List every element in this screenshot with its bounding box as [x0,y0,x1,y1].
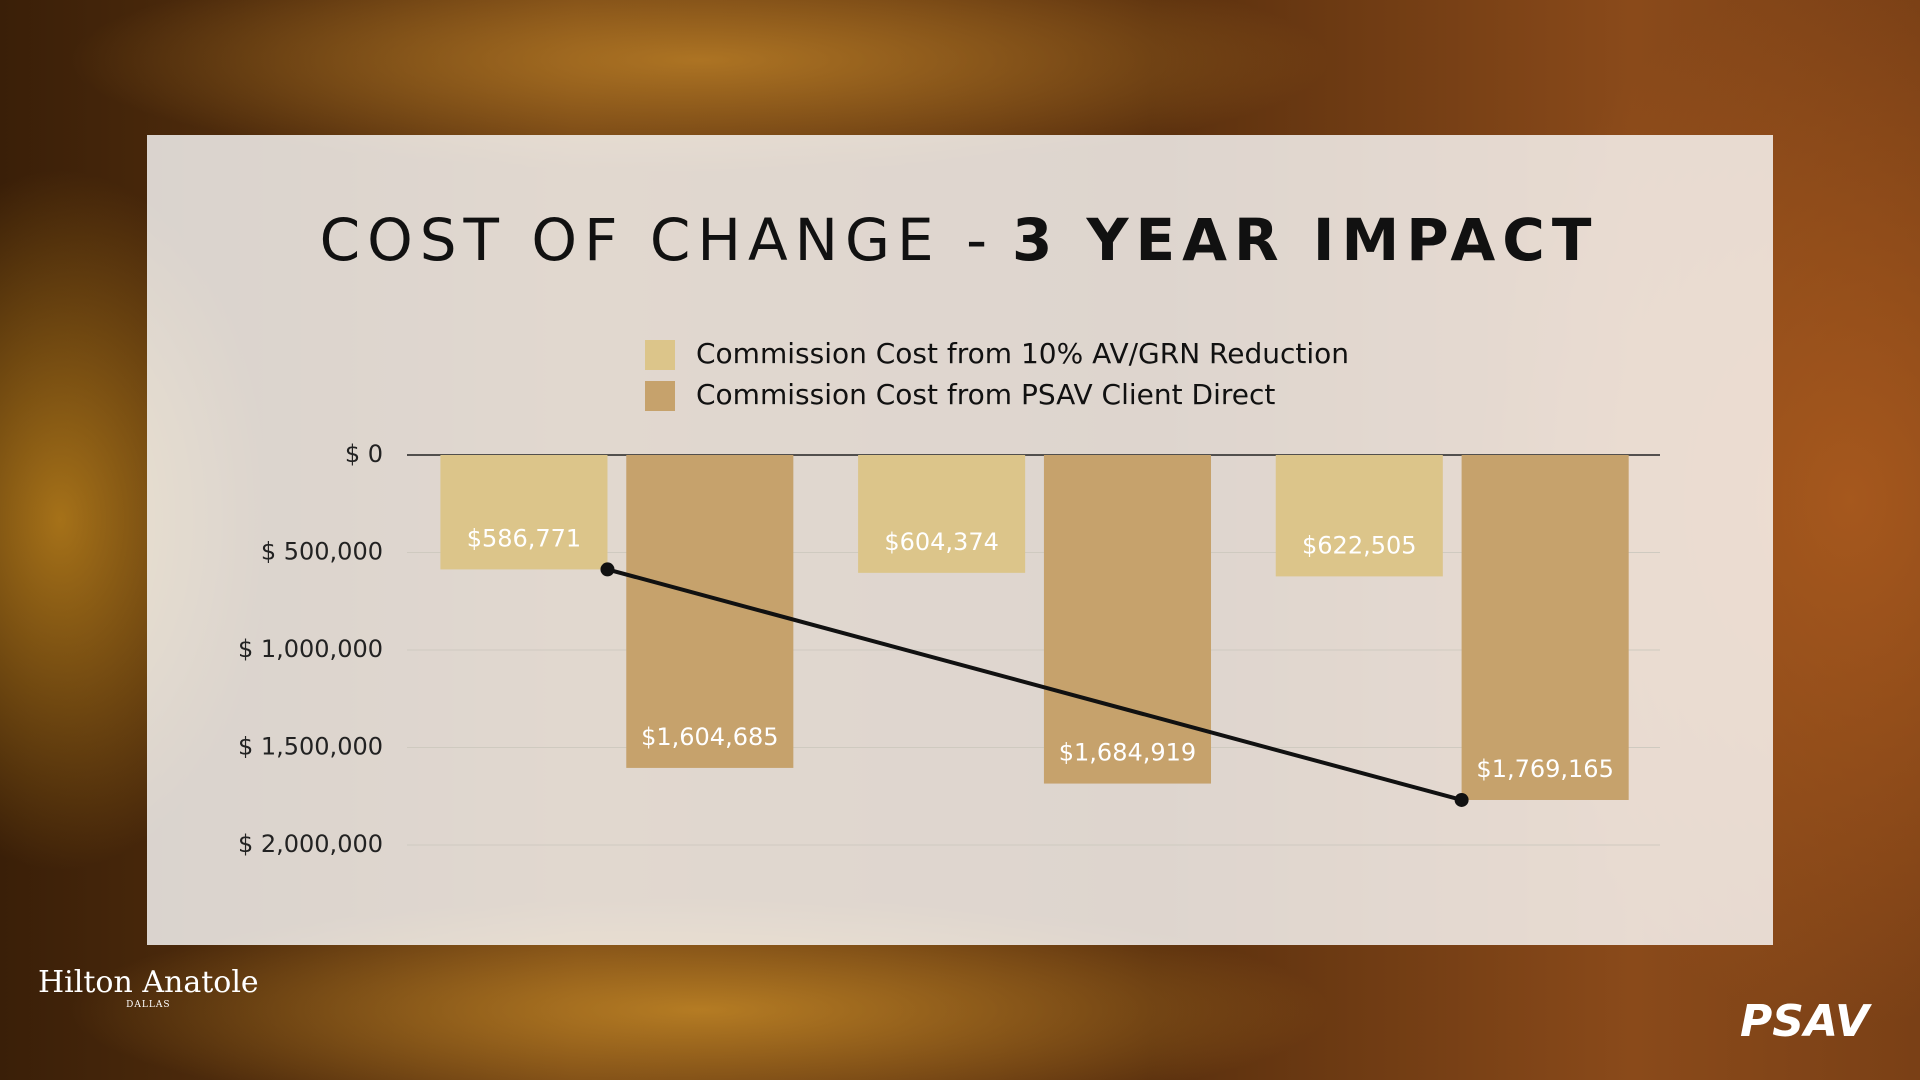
value-label: $604,374 [884,528,999,556]
legend-label: Commission Cost from 10% AV/GRN Reductio… [696,337,1349,370]
bar [1043,455,1212,784]
y-tick-label: $ 1,000,000 [238,635,383,663]
legend-swatch [645,340,675,370]
y-tick-label: $ 1,500,000 [238,733,383,761]
title-part: COST OF CHANGE - [320,206,994,274]
value-label: $1,604,685 [641,723,778,751]
chart-title: COST OF CHANGE - 3 YEAR IMPACT [320,206,1599,274]
hotel-logo: Hilton Anatole DALLAS [38,965,259,1010]
legend-swatch [645,381,675,411]
connector-point [1454,792,1469,807]
value-label: $1,684,919 [1059,739,1196,767]
bar [1461,455,1629,800]
bar [1275,455,1443,577]
legend-label: Commission Cost from PSAV Client Direct [696,378,1275,411]
connector-line [606,567,1463,802]
bar [440,455,608,570]
y-tick-label: $ 500,000 [261,538,383,566]
value-label: $1,769,165 [1476,755,1613,783]
bar [858,455,1026,573]
hotel-city: DALLAS [126,1000,171,1010]
y-tick-label: $ 0 [345,440,383,468]
connector-point [600,562,615,577]
value-label: $622,505 [1302,531,1417,559]
value-label: $586,771 [467,524,582,552]
psav-logo: PSAV [1740,996,1870,1047]
hotel-name: Hilton Anatole [38,965,259,1000]
y-tick-label: $ 2,000,000 [238,830,383,858]
title-emphasis: 3 YEAR IMPACT [1012,206,1598,274]
